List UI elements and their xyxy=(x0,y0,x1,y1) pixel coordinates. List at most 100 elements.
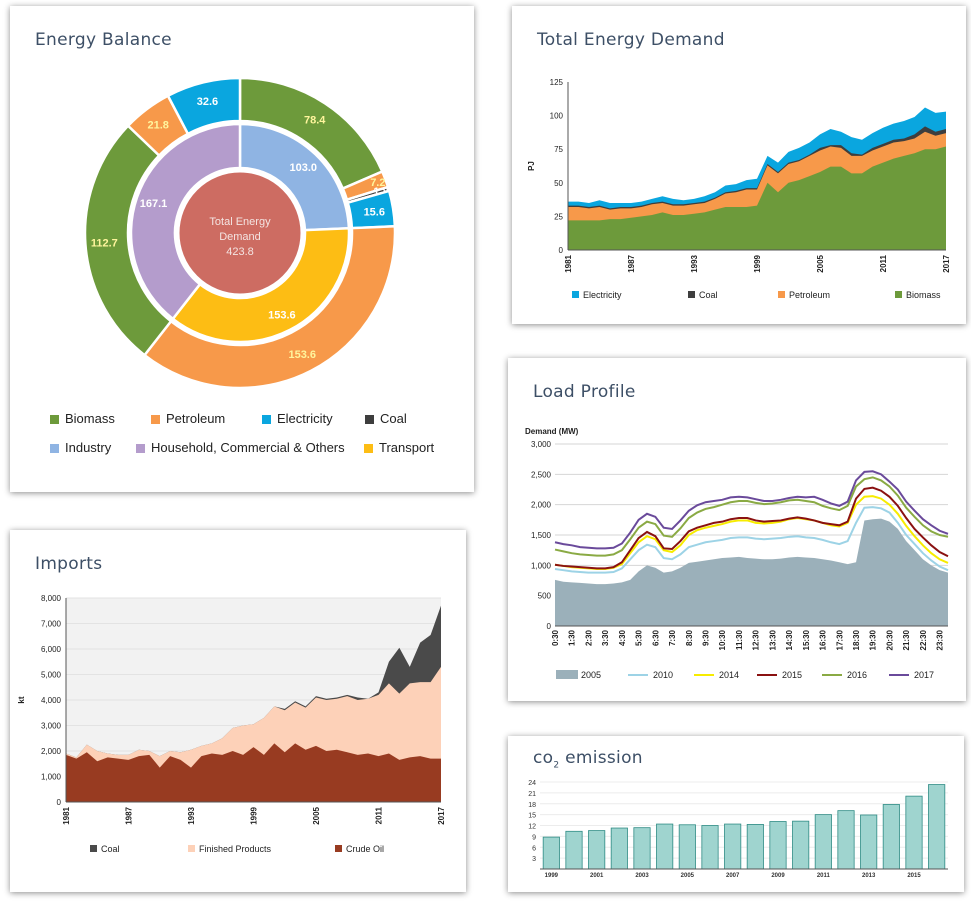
ted-legend-label-petroleum: Petroleum xyxy=(789,290,830,300)
co2-xtick-1: 2001 xyxy=(590,873,604,879)
ted-legend-label-biomass: Biomass xyxy=(906,290,941,300)
donut-center-line2: Demand xyxy=(219,231,261,243)
co2-bar-2002 xyxy=(610,827,628,870)
legend-item-biomass: Biomass xyxy=(50,411,115,426)
co2-ytick-1: 6 xyxy=(532,845,536,852)
lp-legend-label-2005: 2005 xyxy=(581,670,601,680)
legend-swatch xyxy=(50,415,59,425)
legend-label: Coal xyxy=(380,411,407,426)
co2-bar-2009 xyxy=(769,821,787,870)
lp-xtick-20: 20:30 xyxy=(885,629,894,650)
donut-center-value: 423.8 xyxy=(226,246,254,258)
legend-label: Household, Commercial & Others xyxy=(151,440,345,455)
ted-svg-xtick-0: 1981 xyxy=(564,254,573,272)
co2-bar-2001 xyxy=(588,830,606,870)
ted-legend-label-coal: Coal xyxy=(699,290,718,300)
energy-balance-legend: Biomass Petroleum Electricity Coal Industry H… xyxy=(10,6,474,492)
imp-svg-xtick-2: 1993 xyxy=(187,806,196,824)
load-profile-chart: Demand (MW) 0 500 1,000 1,500 2,000 2,500 3,000… xyxy=(525,427,949,680)
lp-xtick-1: 1:30 xyxy=(568,629,577,646)
lp-xtick-21: 21:30 xyxy=(902,629,911,650)
lp-xtick-13: 13:30 xyxy=(768,629,777,650)
lp-ylabel: Demand (MW) xyxy=(525,427,579,436)
lp-xtick-7: 7:30 xyxy=(668,629,677,646)
imp-svg-xtick-4: 2005 xyxy=(312,806,321,824)
imp-svg-ytick-3: 3,000 xyxy=(41,722,62,731)
inner-slice-0 xyxy=(238,122,351,232)
imp-svg-ytick-0: 0 xyxy=(57,798,62,807)
legend-label: Biomass xyxy=(65,411,115,426)
imp-legend-swatch-coal xyxy=(90,845,97,852)
co2-xtick-6: 2011 xyxy=(817,873,831,879)
ted-legend-label-electricity: Electricity xyxy=(583,290,622,300)
imp-svg-ytick-4: 4,000 xyxy=(41,696,62,705)
imp-svg-ytick-8: 8,000 xyxy=(41,594,62,603)
lp-line-2015 xyxy=(554,486,949,570)
lp-ytick-4: 2,000 xyxy=(531,501,552,510)
lp-xtick-8: 8:30 xyxy=(685,629,694,646)
co2-bar-2010 xyxy=(792,820,810,870)
imp-legend-label-finished-products: Finished Products xyxy=(199,844,272,854)
co2-xtick-4: 2007 xyxy=(726,873,740,879)
ted-svg-ytick-3: 75 xyxy=(554,145,563,154)
legend-swatch xyxy=(364,444,373,454)
lp-ytick-6: 3,000 xyxy=(531,440,552,449)
co2-bar-2003 xyxy=(633,827,651,870)
co2-bar-2013 xyxy=(860,814,878,870)
imp-svg-xtick-5: 2011 xyxy=(375,806,384,824)
imp-legend-swatch-finished-products xyxy=(188,845,195,852)
outer-label-0: 78.4 xyxy=(304,114,326,126)
lp-area-2005 xyxy=(555,518,948,626)
imports-chart: 0 1,000 2,000 3,000 4,000 5,000 6,000 7,000 8,00… xyxy=(17,594,446,854)
inner-label-1: 153.6 xyxy=(268,309,296,321)
lp-line-2010 xyxy=(554,506,949,574)
lp-xtick-0: 0:30 xyxy=(551,629,560,646)
outer-label-6: 21.8 xyxy=(148,119,169,131)
lp-xtick-16: 16:30 xyxy=(819,629,828,650)
energy-balance-donut: 78.47.21.815.6153.6112.721.832.6103.0153… xyxy=(83,76,397,390)
lp-legend-swatch-2005 xyxy=(556,670,578,679)
co2-ytick-5: 18 xyxy=(528,802,536,809)
load-profile-card: Load Profile Demand (MW) 0 500 1,000 1,500 2,… xyxy=(508,358,966,701)
lp-xtick-19: 19:30 xyxy=(869,629,878,650)
imp-svg-xtick-0: 1981 xyxy=(62,806,71,824)
outer-slice-4 xyxy=(142,224,397,390)
lp-legend-label-2015: 2015 xyxy=(782,670,802,680)
imports-title: Imports xyxy=(35,554,103,574)
legend-swatch xyxy=(365,415,374,425)
imp-svg-ytick-7: 7,000 xyxy=(41,620,62,629)
co2-bar-2012 xyxy=(837,810,855,870)
imp-legend-label-crude-oil: Crude Oil xyxy=(346,844,384,854)
imp-svg-xtick-3: 1999 xyxy=(250,806,259,824)
ted-legend-swatch-biomass xyxy=(895,291,902,298)
legend-label: Electricity xyxy=(277,411,333,426)
co2-bar-2000 xyxy=(565,830,583,870)
co2-emission-card: co2 emission 3 6 9 12 15 18 21 24 1999 2001 2003 20… xyxy=(508,736,964,892)
imp-svg-ytick-6: 6,000 xyxy=(41,645,62,654)
inner-slice-1 xyxy=(171,226,351,344)
ted-svg-xtick-5: 2011 xyxy=(879,254,888,272)
lp-xtick-17: 17:30 xyxy=(835,629,844,650)
ted-svg-xtick-3: 1999 xyxy=(753,254,762,272)
outer-label-5: 112.7 xyxy=(91,238,118,250)
co2-emission-chart: 3 6 9 12 15 18 21 24 1999 2001 2003 2005 2007 2009 201… xyxy=(528,780,948,879)
donut-center-line1: Total Energy xyxy=(209,216,271,228)
ted-svg-ytick-0: 0 xyxy=(559,246,564,255)
legend-swatch xyxy=(151,415,160,425)
lp-ytick-0: 0 xyxy=(547,622,552,631)
lp-xtick-5: 5:30 xyxy=(635,629,644,646)
legend-label: Industry xyxy=(65,440,112,455)
imp-svg-ylabel: kt xyxy=(17,696,26,703)
co2-xtick-2: 2003 xyxy=(635,873,649,879)
co2-bar-2004 xyxy=(656,823,674,870)
legend-item-transport: Transport xyxy=(364,440,434,455)
co2-title-rest: emission xyxy=(559,748,643,768)
co2-bar-2005 xyxy=(678,824,696,870)
co2-bar-2015 xyxy=(905,795,923,870)
imp-svg-area-crude xyxy=(66,743,441,802)
co2-ytick-0: 3 xyxy=(532,856,536,863)
imp-svg-xtick-6: 2017 xyxy=(437,806,446,824)
outer-slice-7 xyxy=(166,76,242,136)
lp-xtick-3: 3:30 xyxy=(601,629,610,646)
legend-label: Petroleum xyxy=(166,411,226,426)
